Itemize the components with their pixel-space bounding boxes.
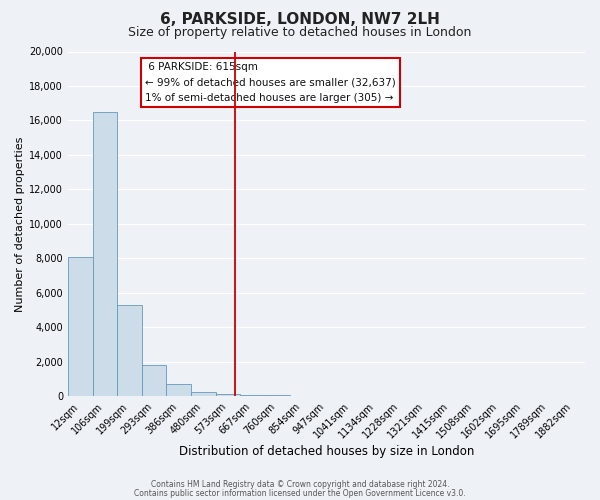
Bar <box>240 394 265 396</box>
Text: Contains HM Land Registry data © Crown copyright and database right 2024.: Contains HM Land Registry data © Crown c… <box>151 480 449 489</box>
Bar <box>215 394 240 396</box>
X-axis label: Distribution of detached houses by size in London: Distribution of detached houses by size … <box>179 444 474 458</box>
Bar <box>142 365 166 396</box>
Bar <box>92 112 117 396</box>
Bar <box>191 392 215 396</box>
Bar <box>117 305 142 396</box>
Text: 6 PARKSIDE: 615sqm 
← 99% of detached houses are smaller (32,637)
1% of semi-det: 6 PARKSIDE: 615sqm ← 99% of detached hou… <box>145 62 396 103</box>
Text: Size of property relative to detached houses in London: Size of property relative to detached ho… <box>128 26 472 39</box>
Text: Contains public sector information licensed under the Open Government Licence v3: Contains public sector information licen… <box>134 490 466 498</box>
Bar <box>68 256 92 396</box>
Text: 6, PARKSIDE, LONDON, NW7 2LH: 6, PARKSIDE, LONDON, NW7 2LH <box>160 12 440 28</box>
Bar <box>166 384 191 396</box>
Y-axis label: Number of detached properties: Number of detached properties <box>15 136 25 312</box>
